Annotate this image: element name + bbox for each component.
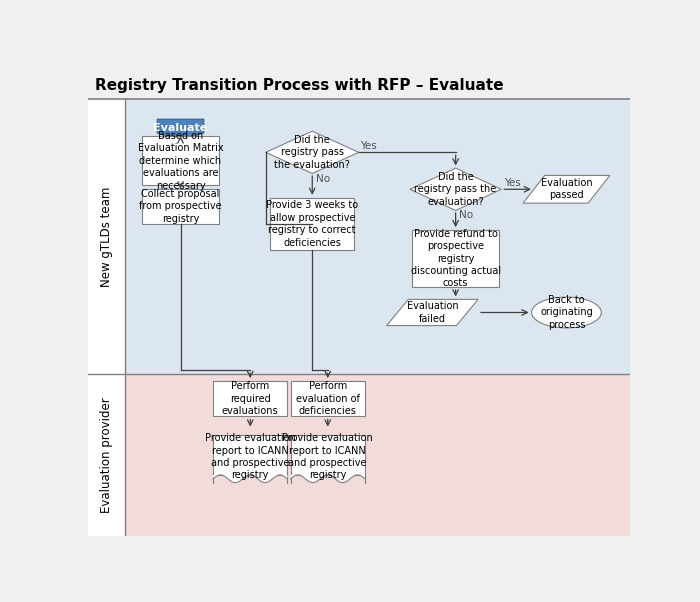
Text: Provide evaluation
report to ICANN
and prospective
registry: Provide evaluation report to ICANN and p…	[282, 433, 373, 480]
Polygon shape	[410, 168, 501, 211]
Polygon shape	[213, 475, 288, 483]
Bar	[88, 99, 630, 374]
Polygon shape	[386, 299, 478, 326]
Text: Evaluation provider: Evaluation provider	[99, 397, 113, 513]
Text: Collect proposal
from prospective
registry: Collect proposal from prospective regist…	[139, 189, 222, 223]
Bar	[290, 435, 365, 475]
Polygon shape	[266, 131, 358, 173]
Text: Evaluate: Evaluate	[153, 123, 208, 132]
Text: Yes: Yes	[504, 178, 520, 188]
Text: Did the
registry pass the
evaluation?: Did the registry pass the evaluation?	[414, 172, 497, 206]
Polygon shape	[290, 475, 365, 483]
Text: Perform
evaluation of
deficiencies: Perform evaluation of deficiencies	[296, 381, 360, 416]
Text: Provide evaluation
report to ICANN
and prospective
registry: Provide evaluation report to ICANN and p…	[205, 433, 295, 480]
Text: Provide refund to
prospective
registry
discounting actual
costs: Provide refund to prospective registry d…	[411, 229, 500, 288]
Text: Evaluation
failed: Evaluation failed	[407, 301, 459, 324]
Text: New gTLDs team: New gTLDs team	[99, 187, 113, 287]
Text: No: No	[316, 173, 330, 184]
Bar	[88, 99, 125, 536]
Text: No: No	[459, 209, 474, 220]
Bar	[88, 72, 630, 99]
Text: Back to
originating
process: Back to originating process	[540, 295, 593, 330]
Polygon shape	[523, 175, 610, 203]
Text: Yes: Yes	[360, 141, 377, 151]
Text: Provide 3 weeks to
allow prospective
registry to correct
deficiencies: Provide 3 weeks to allow prospective reg…	[266, 200, 358, 247]
Bar	[88, 374, 630, 536]
Bar	[270, 197, 354, 250]
Polygon shape	[158, 119, 204, 139]
Bar	[141, 188, 219, 224]
Bar	[213, 435, 288, 475]
Text: Did the
registry pass
the evaluation?: Did the registry pass the evaluation?	[274, 135, 350, 170]
Bar	[141, 136, 219, 185]
Bar	[412, 230, 499, 287]
Bar	[290, 381, 365, 417]
Text: Perform
required
evaluations: Perform required evaluations	[222, 381, 279, 416]
Text: Registry Transition Process with RFP – Evaluate: Registry Transition Process with RFP – E…	[95, 78, 504, 93]
Ellipse shape	[531, 297, 601, 328]
Text: Evaluation
passed: Evaluation passed	[540, 178, 592, 200]
Bar	[213, 381, 288, 417]
Text: Based on
Evaluation Matrix
determine which
evaluations are
necessary: Based on Evaluation Matrix determine whi…	[138, 131, 223, 191]
